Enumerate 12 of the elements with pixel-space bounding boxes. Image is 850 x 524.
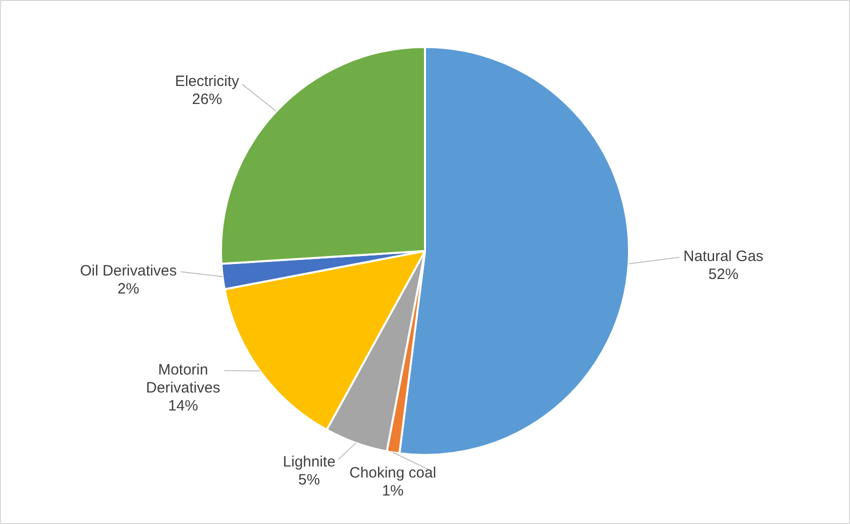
data-label: 14% xyxy=(168,398,198,415)
data-label: 2% xyxy=(118,280,140,298)
slice-label: Lighnite xyxy=(282,453,336,470)
slice-label: Oil Derivatives xyxy=(80,262,177,280)
slice-label: Natural Gas xyxy=(683,248,764,265)
slice-label: Electricity xyxy=(174,72,240,90)
data-label: 26% xyxy=(192,90,222,108)
slice-label: Motorin Derivatives xyxy=(146,362,220,397)
data-label: 52% xyxy=(708,266,738,283)
data-label: 5% xyxy=(298,471,320,488)
data-label: 1% xyxy=(382,482,404,500)
slice-label: Choking coal xyxy=(349,464,436,482)
